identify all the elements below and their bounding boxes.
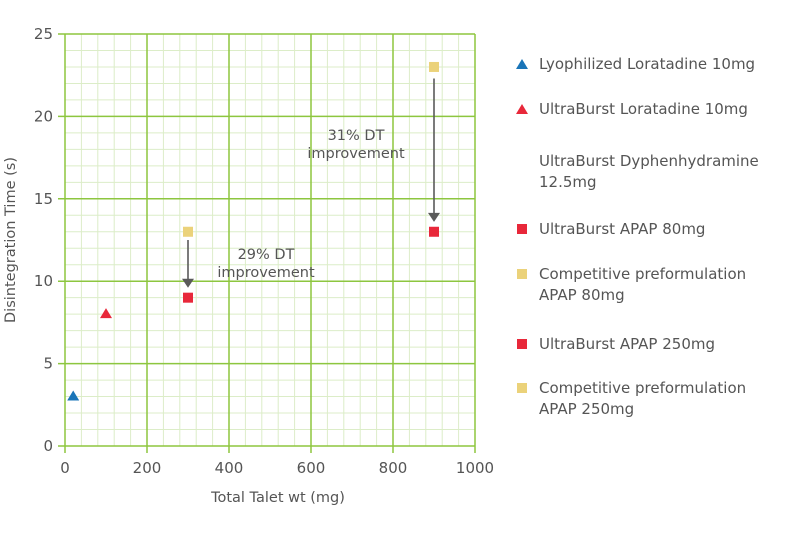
x-axis-ticks: 0 200 400 600 800 1000 xyxy=(60,459,494,477)
legend-item: Competitive preformulation APAP 80mg xyxy=(516,264,746,306)
y-tick-label: 20 xyxy=(34,107,53,125)
legend-label: Competitive preformulation APAP 250mg xyxy=(539,379,747,418)
legend-label: UltraBurst APAP 80mg xyxy=(539,220,706,238)
annotation-text: improvement xyxy=(307,146,405,162)
minor-gridlines xyxy=(64,33,476,447)
y-axis-ticks: 0 5 10 15 20 25 xyxy=(34,25,53,455)
square-marker-icon xyxy=(517,269,527,279)
x-tick-label: 600 xyxy=(297,459,326,477)
legend-label: Lyophilized Loratadine 10mg xyxy=(539,55,756,73)
annotation-text: improvement xyxy=(217,265,315,281)
arrow-down-icon xyxy=(428,212,440,222)
legend-item: UltraBurst Dyphenhydramine 12.5mg xyxy=(516,151,759,193)
square-marker-icon xyxy=(517,339,527,349)
triangle-marker-icon xyxy=(100,308,112,319)
legend-label: UltraBurst Dyphenhydramine 12.5mg xyxy=(539,152,759,191)
annotations: 29% DT improvement 31% DT improvement xyxy=(182,78,440,288)
legend-label: UltraBurst Loratadine 10mg xyxy=(539,100,748,118)
y-tick-label: 15 xyxy=(34,190,53,208)
y-tick-label: 10 xyxy=(34,272,53,290)
legend-item: UltraBurst Loratadine 10mg xyxy=(516,99,748,120)
legend-item: Lyophilized Loratadine 10mg xyxy=(516,54,755,75)
x-axis-title: Total Talet wt (mg) xyxy=(210,490,345,506)
square-marker-icon xyxy=(183,292,193,303)
triangle-marker-icon xyxy=(516,59,528,69)
legend-label: Competitive preformulation APAP 80mg xyxy=(539,265,747,304)
annotation-text: 29% DT xyxy=(238,247,295,263)
x-tick-label: 200 xyxy=(133,459,162,477)
major-gridlines xyxy=(58,33,476,453)
square-marker-icon xyxy=(429,61,439,72)
legend-item: UltraBurst APAP 80mg xyxy=(516,219,705,240)
x-tick-label: 400 xyxy=(215,459,244,477)
x-tick-label: 1000 xyxy=(456,459,494,477)
legend-label: UltraBurst APAP 250mg xyxy=(539,335,716,353)
y-tick-label: 25 xyxy=(34,25,53,43)
data-points xyxy=(67,61,439,401)
legend-item: Competitive preformulation APAP 250mg xyxy=(516,378,746,420)
arrow-down-icon xyxy=(182,278,194,288)
triangle-marker-icon xyxy=(516,104,528,114)
square-marker-icon xyxy=(429,226,439,237)
square-marker-icon xyxy=(183,226,193,237)
legend-item: UltraBurst APAP 250mg xyxy=(516,334,715,355)
x-tick-label: 800 xyxy=(379,459,408,477)
triangle-marker-icon xyxy=(67,390,80,401)
y-axis-title: Disintegration Time (s) xyxy=(3,157,19,323)
square-marker-icon xyxy=(517,383,527,393)
y-tick-label: 0 xyxy=(43,437,53,455)
annotation-text: 31% DT xyxy=(328,128,385,144)
square-marker-icon xyxy=(517,224,527,234)
y-tick-label: 5 xyxy=(43,355,53,373)
x-tick-label: 0 xyxy=(60,459,70,477)
